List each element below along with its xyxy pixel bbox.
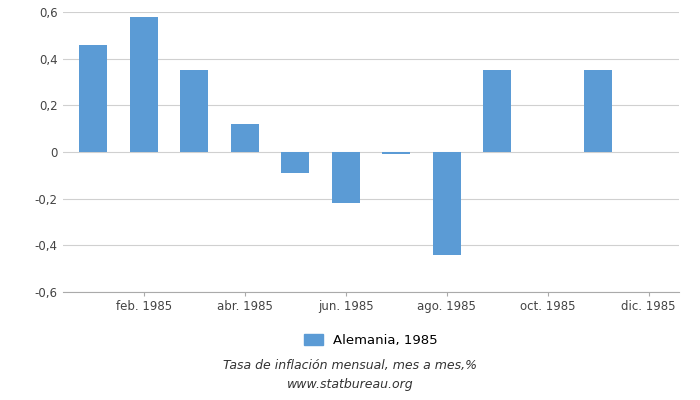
- Text: www.statbureau.org: www.statbureau.org: [287, 378, 413, 391]
- Text: Tasa de inflación mensual, mes a mes,%: Tasa de inflación mensual, mes a mes,%: [223, 360, 477, 372]
- Bar: [433, 152, 461, 255]
- Bar: [130, 17, 158, 152]
- Bar: [231, 124, 259, 152]
- Bar: [382, 152, 410, 154]
- Bar: [584, 70, 612, 152]
- Bar: [483, 70, 511, 152]
- Bar: [332, 152, 360, 203]
- Bar: [281, 152, 309, 173]
- Bar: [181, 70, 208, 152]
- Legend: Alemania, 1985: Alemania, 1985: [304, 334, 438, 347]
- Bar: [79, 45, 107, 152]
